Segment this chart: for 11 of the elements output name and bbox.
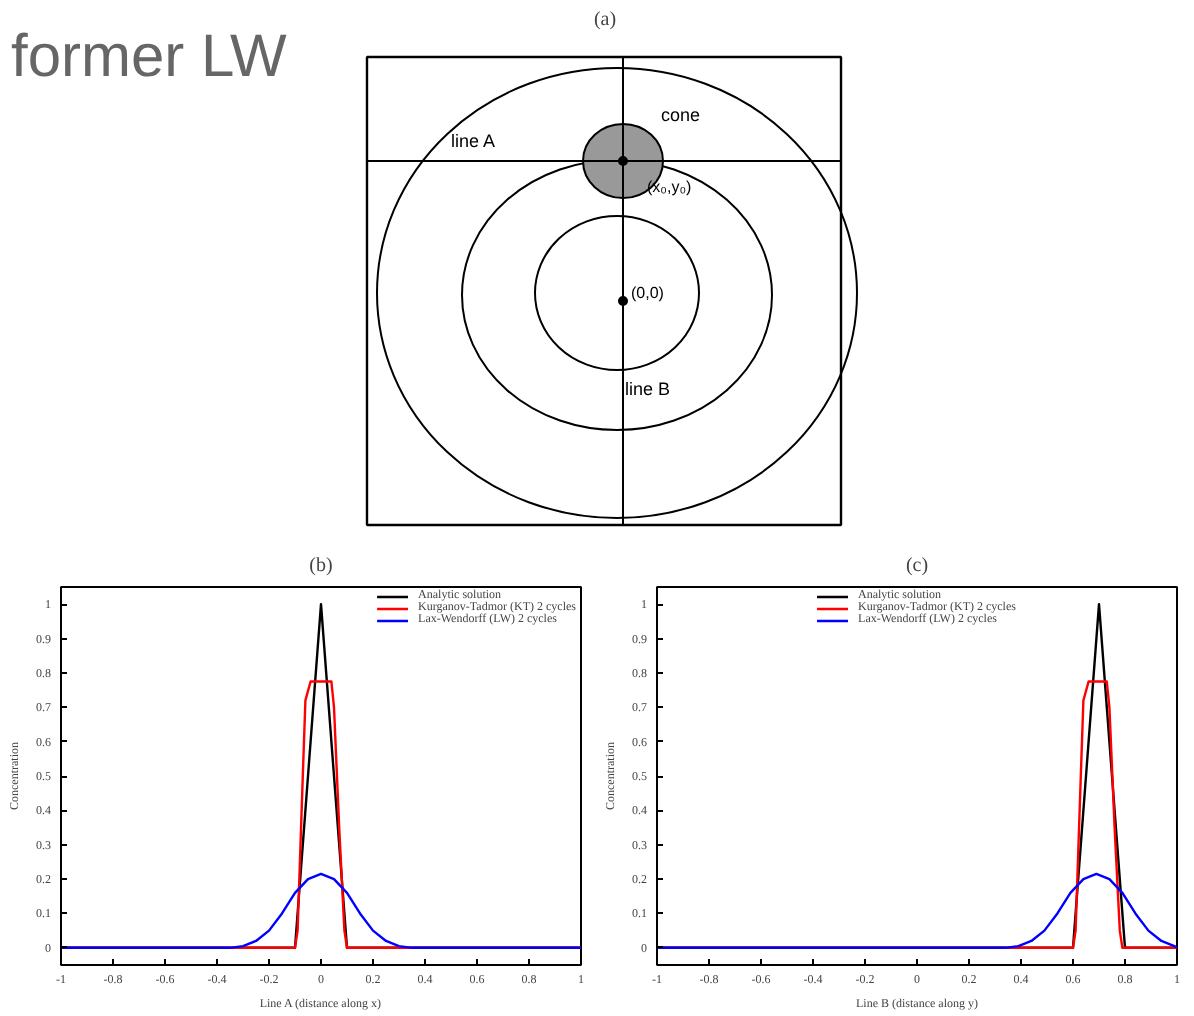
line-series xyxy=(61,872,581,950)
chart-title: (b) xyxy=(309,555,333,577)
text: line A xyxy=(451,131,496,151)
text: former LW xyxy=(11,24,288,90)
text: (0,0) xyxy=(631,284,665,302)
text: cone xyxy=(661,105,701,125)
chart-title: (c) xyxy=(905,555,929,577)
text: line B xyxy=(625,379,671,399)
line-series xyxy=(657,872,1177,950)
text: (a) xyxy=(593,9,617,31)
text: (x₀,y₀) xyxy=(647,178,693,196)
